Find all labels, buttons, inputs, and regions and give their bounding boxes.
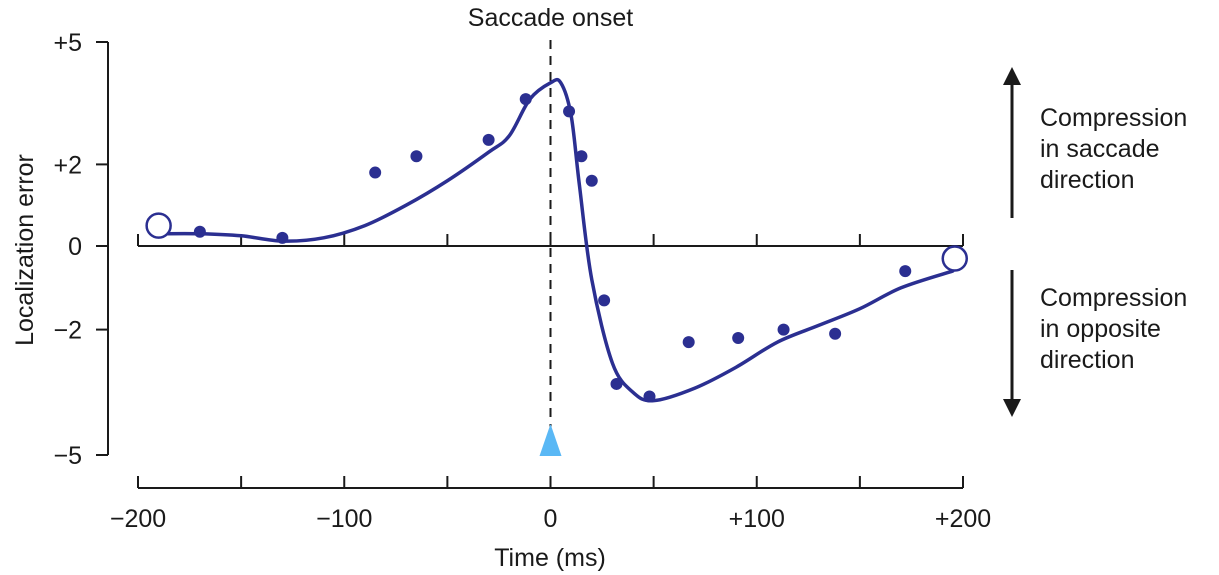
note-line: in saccade [1040,135,1160,163]
data-point [585,174,598,187]
data-point [643,390,656,403]
x-axis-title: Time (ms) [494,544,606,572]
x-tick-label: 0 [544,505,558,533]
data-point [732,331,745,344]
saccade-onset-label: Saccade onset [468,4,633,32]
y-axis-title: Localization error [11,154,39,346]
data-point [193,225,206,238]
endpoint-open-circle [145,212,172,239]
x-axis-ticks: −200 −100 0 +100 +200 [110,476,991,533]
data-point [482,133,495,146]
compression-opposite-direction-note: Compression in opposite direction [1040,283,1187,376]
y-tick-label: −2 [53,317,82,345]
data-points [193,93,912,403]
data-point [899,265,912,278]
data-point [682,336,695,349]
endpoint-open-circle [941,245,968,272]
compression-saccade-direction-note: Compression in saccade direction [1040,103,1187,196]
y-tick-label: −5 [53,442,82,470]
data-point [610,377,623,390]
y-tick-label: 0 [68,233,82,261]
y-tick-label: +2 [53,151,82,179]
x-tick-label: −200 [110,505,166,533]
x-tick-label: −100 [316,505,372,533]
note-line: direction [1040,166,1135,194]
data-point [829,327,842,340]
data-point [276,231,289,244]
data-point [410,150,423,163]
data-point [575,150,588,163]
data-point [563,105,576,118]
note-line: in opposite [1040,315,1161,343]
y-tick-label: +5 [53,29,82,57]
note-line: direction [1040,346,1135,374]
data-point [777,323,790,336]
data-point [369,166,382,179]
onset-triangle-marker [539,424,562,456]
x-tick-label: +100 [729,505,785,533]
note-line: Compression [1040,104,1188,132]
endpoint-markers [145,212,968,272]
x-tick-label: +200 [935,505,991,533]
data-point [598,294,611,307]
note-line: Compression [1040,284,1188,312]
y-axis-ticks: +5 +2 0 −2 −5 [53,29,108,470]
data-point [519,93,532,106]
